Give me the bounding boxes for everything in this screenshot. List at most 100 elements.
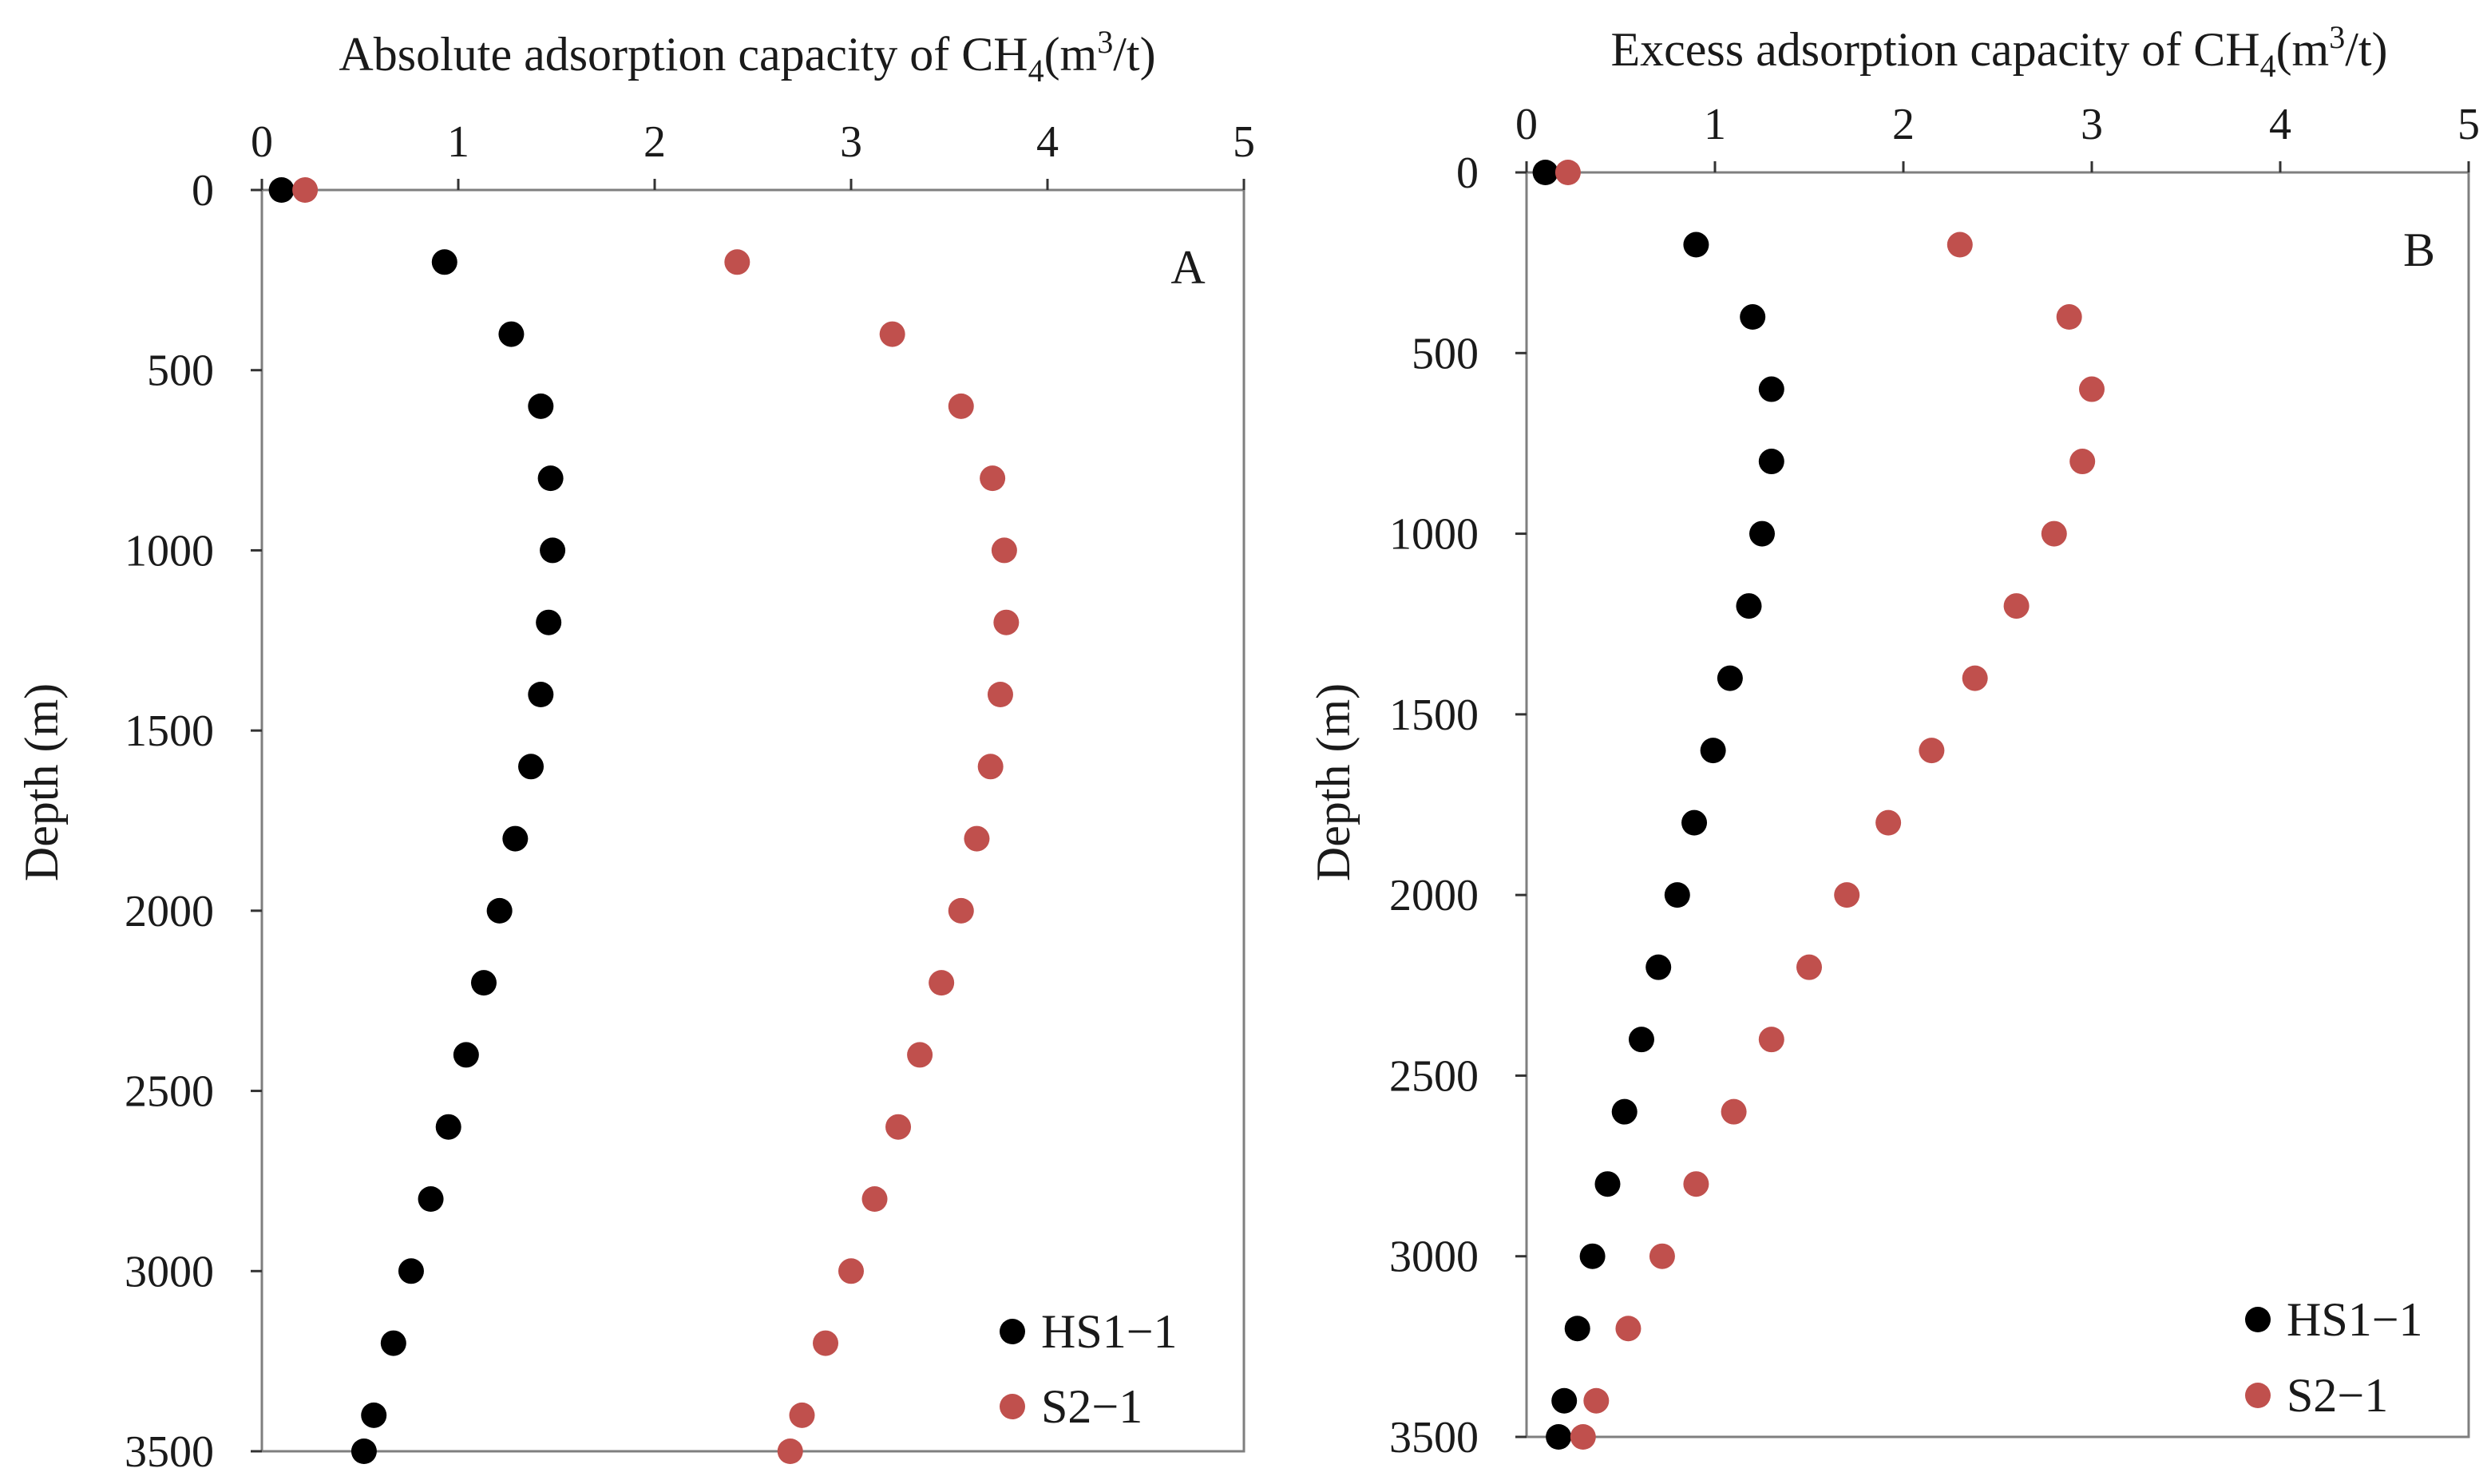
x-tick-label: 1	[1704, 100, 1726, 149]
data-point	[1721, 1098, 1747, 1125]
y-tick-label: 1000	[1389, 510, 1479, 560]
y-tick-label: 0	[1456, 148, 1479, 198]
data-point	[502, 825, 529, 852]
y-tick-label: 0	[192, 166, 214, 216]
y-axis-title: Depth (m)	[1307, 683, 1360, 881]
data-point	[1796, 954, 1822, 980]
data-point	[1649, 1243, 1675, 1269]
data-point	[528, 682, 554, 707]
data-point	[398, 1258, 424, 1284]
data-point	[1628, 1027, 1654, 1053]
data-point	[1546, 1424, 1572, 1450]
y-tick-label: 3500	[1389, 1413, 1479, 1462]
legend-label: S2−1	[1041, 1380, 1143, 1433]
x-tick-label: 0	[1515, 100, 1538, 149]
data-point	[879, 321, 905, 347]
data-point	[1551, 1387, 1578, 1414]
plot-frame	[1525, 171, 2470, 1438]
data-point	[1740, 304, 1766, 330]
data-point	[1758, 449, 1784, 475]
plot-frame	[260, 188, 1246, 1453]
series-s2-1	[1554, 160, 2105, 1450]
data-point	[2003, 593, 2030, 619]
data-point	[724, 249, 750, 275]
data-point	[929, 970, 955, 996]
data-point	[486, 897, 513, 924]
data-point	[1962, 665, 1988, 691]
data-point	[470, 970, 497, 996]
data-point	[540, 537, 566, 564]
panel-label: B	[2403, 224, 2435, 276]
chart-a: Absolute adsorption capacity of CH4(m3/t…	[15, 24, 1255, 1477]
y-tick-label: 1500	[125, 706, 214, 756]
series-s2-1	[292, 177, 1020, 1464]
data-point	[1683, 232, 1709, 258]
y-tick-label: 500	[147, 346, 214, 396]
data-point	[518, 754, 545, 780]
data-point	[2056, 304, 2082, 330]
x-tick-label: 3	[840, 117, 862, 167]
data-point	[350, 1438, 377, 1464]
y-tick-label: 1000	[125, 526, 214, 576]
data-point	[1664, 882, 1690, 908]
data-point	[1554, 160, 1581, 185]
y-tick-label: 2000	[1389, 871, 1479, 920]
legend-marker	[1000, 1394, 1025, 1419]
legend-label: HS1−1	[2287, 1293, 2423, 1346]
y-tick-label: 2500	[125, 1067, 214, 1117]
legend-marker	[2245, 1307, 2271, 1332]
data-point	[1736, 593, 1762, 619]
series-hs1-1	[268, 177, 566, 1464]
data-point	[1570, 1424, 1596, 1450]
y-tick-label: 3500	[125, 1427, 214, 1477]
x-tick-label: 4	[1036, 117, 1059, 167]
data-point	[1875, 809, 1902, 836]
data-point	[418, 1186, 444, 1212]
data-point	[1594, 1171, 1621, 1197]
data-point	[1645, 954, 1672, 980]
x-axis-title: Excess adsorption capacity of CH4(m3/t)	[1610, 19, 2387, 84]
y-tick-label: 2500	[1389, 1051, 1479, 1101]
data-point	[1919, 738, 1945, 764]
legend-label: S2−1	[2287, 1369, 2388, 1422]
x-tick-label: 4	[2269, 100, 2291, 149]
data-point	[361, 1402, 387, 1428]
data-point	[435, 1114, 461, 1140]
data-point	[838, 1258, 864, 1284]
x-tick-label: 5	[2457, 100, 2480, 149]
data-point	[1532, 160, 1558, 185]
data-point	[1564, 1316, 1590, 1342]
series-hs1-1	[1532, 160, 1784, 1450]
data-point	[1700, 738, 1726, 764]
data-point	[1758, 376, 1784, 402]
data-point	[789, 1402, 815, 1428]
x-axis-title: Absolute adsorption capacity of CH4(m3/t…	[339, 24, 1155, 89]
x-tick-label: 1	[447, 117, 469, 167]
data-point	[268, 177, 295, 203]
data-point	[1681, 809, 1708, 836]
data-point	[1758, 1027, 1784, 1053]
data-point	[1834, 882, 1860, 908]
y-axis-title: Depth (m)	[15, 683, 68, 881]
legend-label: HS1−1	[1041, 1305, 1178, 1358]
data-point	[993, 609, 1020, 635]
x-tick-label: 2	[644, 117, 666, 167]
chart-b: Excess adsorption capacity of CH4(m3/t) 0…	[1307, 19, 2480, 1462]
y-tick-label: 3000	[1389, 1233, 1479, 1282]
data-point	[977, 754, 1004, 780]
x-tick-label: 3	[2081, 100, 2103, 149]
y-tick-label: 3000	[125, 1247, 214, 1296]
data-point	[1946, 232, 1973, 258]
data-point	[2069, 449, 2096, 475]
data-point	[907, 1042, 933, 1068]
data-point	[777, 1438, 803, 1464]
data-point	[537, 465, 564, 492]
data-point	[1749, 520, 1775, 547]
data-point	[1615, 1316, 1642, 1342]
data-point	[528, 393, 554, 419]
x-tick-label: 2	[1892, 100, 1915, 149]
data-point	[948, 897, 974, 924]
data-point	[431, 249, 457, 275]
data-point	[498, 321, 525, 347]
